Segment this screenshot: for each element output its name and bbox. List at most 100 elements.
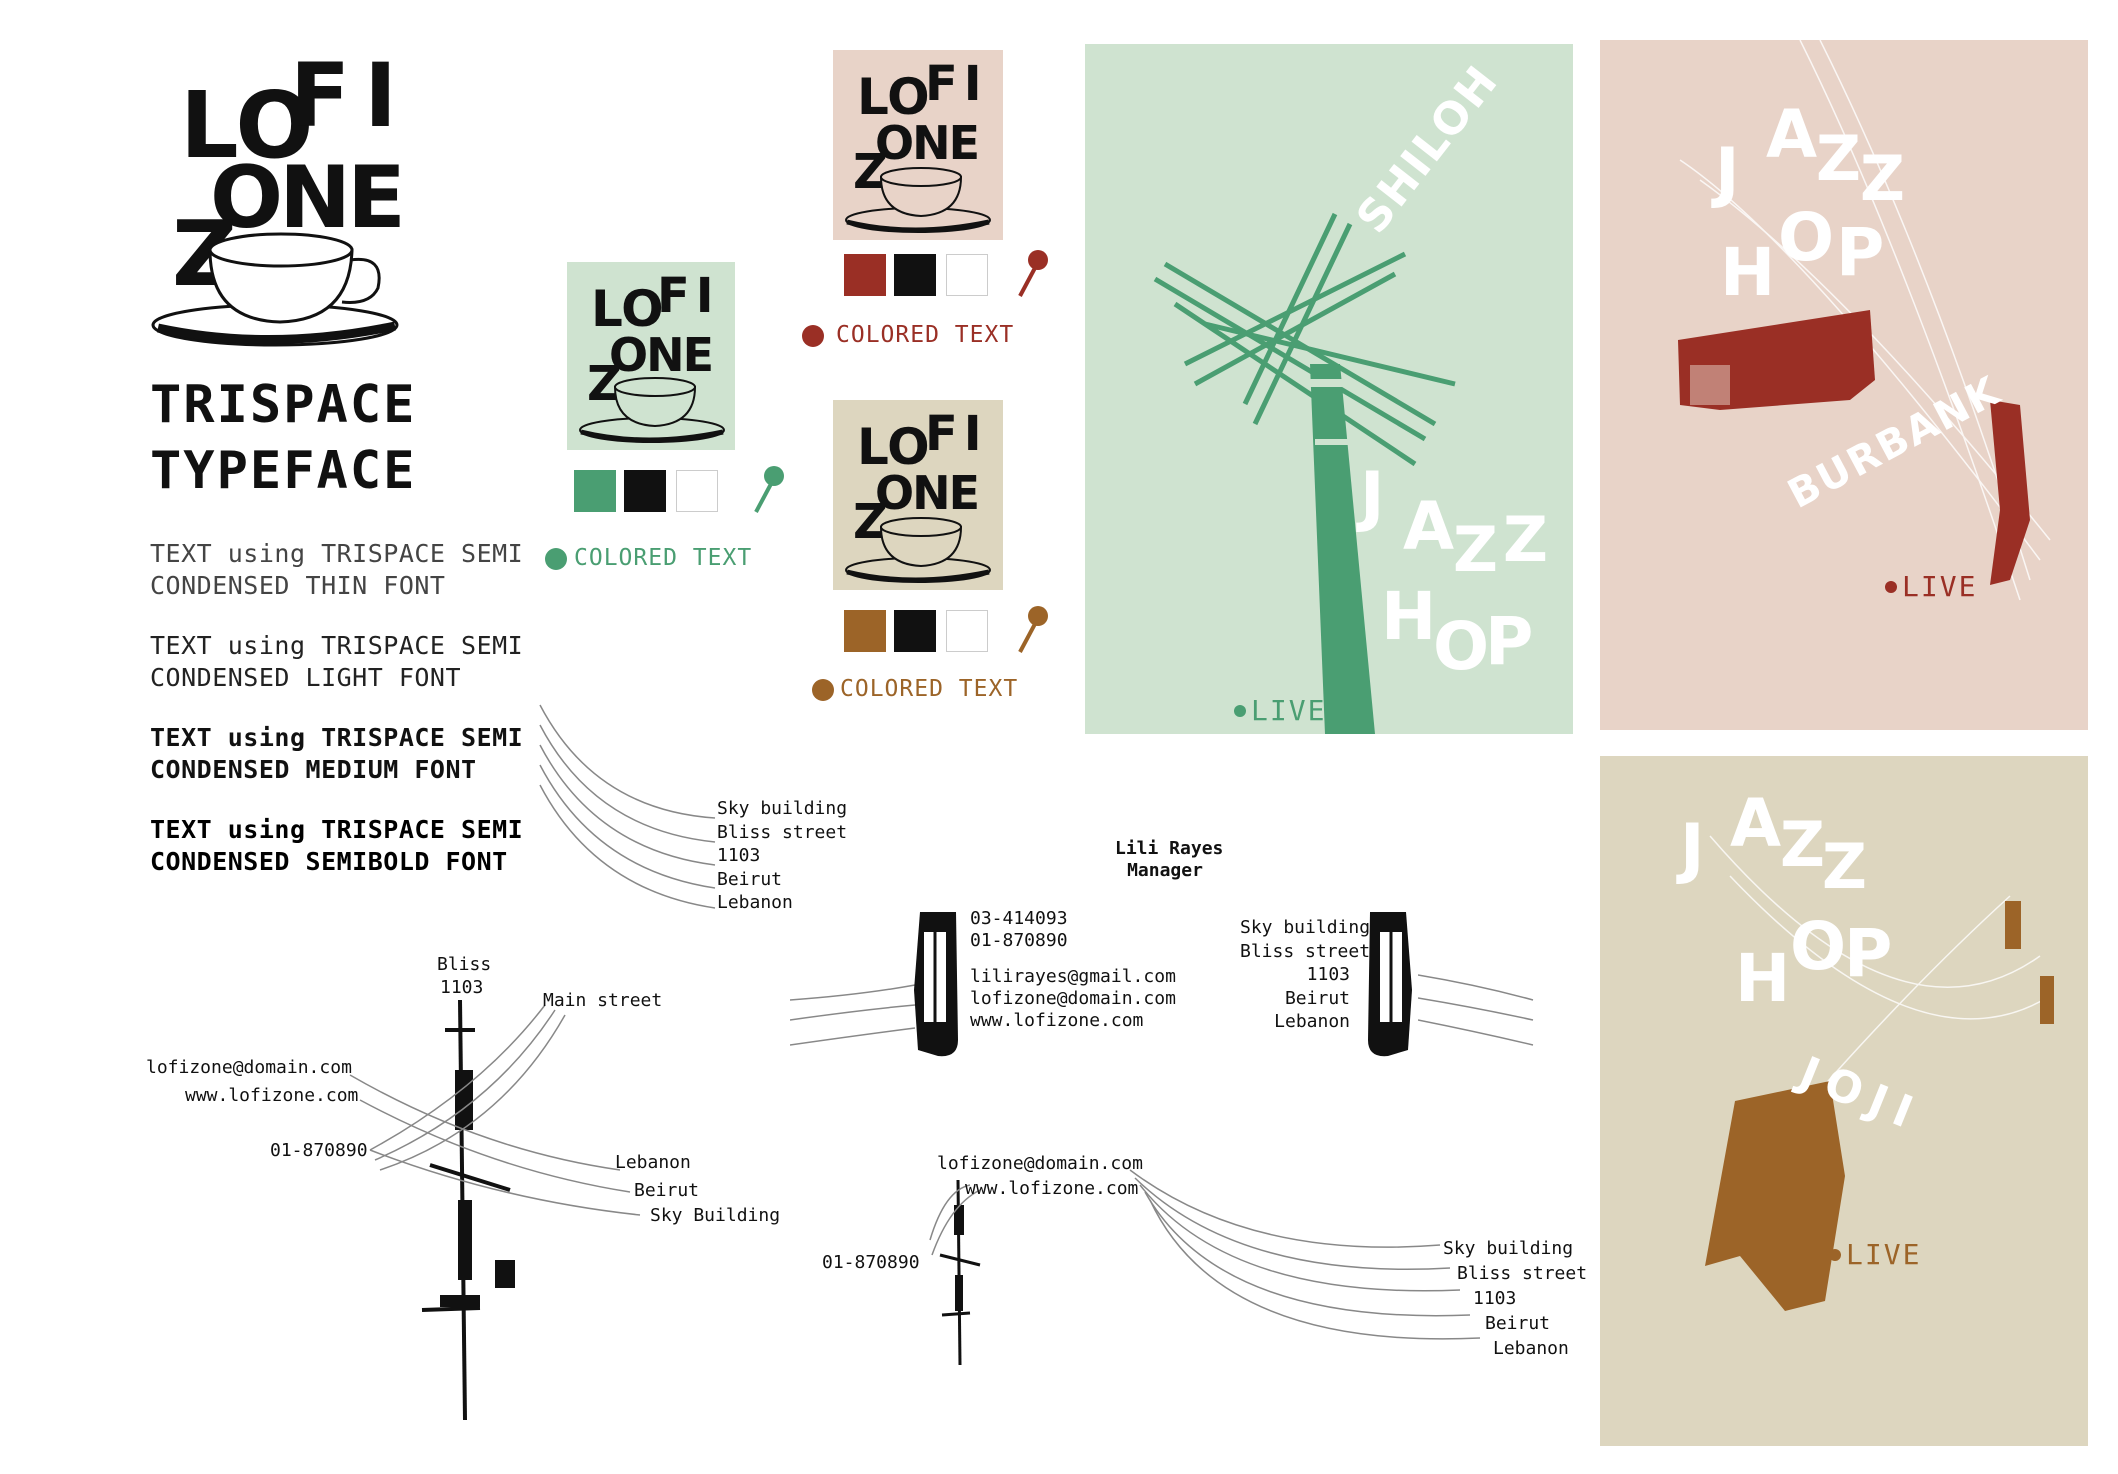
specimen-line: CONDENSED SEMIBOLD FONT	[150, 847, 508, 876]
colored-text-red: COLORED TEXT	[836, 322, 1015, 348]
poster-letter: Z	[1780, 808, 1825, 881]
dot-icon	[1885, 581, 1897, 593]
power-pole-icon	[1153, 212, 1456, 734]
logo-text-fi: FI	[925, 56, 988, 112]
poster-letter: A	[1730, 785, 1782, 862]
card-role: Manager	[1127, 860, 1203, 881]
swatch-black	[624, 470, 666, 512]
coffee-cup-icon	[845, 517, 991, 583]
apple-icon	[812, 679, 834, 701]
typeface-title: TRISPACE TYPEFACE	[150, 372, 416, 504]
logo-tile-beige: LO FI ONE Z	[833, 400, 1003, 590]
pole-sky-building: Sky Building	[650, 1205, 781, 1226]
card-contacts: 03-414093 01-870890 lilirayes@gmail.com …	[970, 908, 1176, 1032]
pole-bottom-address: Sky building Bliss street 1103 Beirut Le…	[1443, 1236, 1587, 1361]
logo-text-fi: FI	[925, 406, 988, 462]
pole-bottom-website: www.lofizone.com	[965, 1178, 1139, 1199]
power-pole-icon	[939, 1179, 981, 1366]
poster-letter: P	[1836, 214, 1885, 291]
swatch-green	[574, 470, 616, 512]
wires-decoration	[929, 1169, 1481, 1340]
specimen-line: CONDENSED LIGHT FONT	[150, 663, 462, 692]
swatch-black	[894, 610, 936, 652]
poster-letter: O	[1790, 908, 1847, 985]
address-line: 1103	[1473, 1288, 1517, 1309]
pole-bottom-email: lofizone@domain.com	[937, 1153, 1143, 1174]
wires-decoration	[1678, 40, 2051, 601]
card-name-block: Lili Rayes Manager	[1115, 838, 1224, 882]
address-block: Sky building Bliss street 1103 Beirut Le…	[717, 797, 847, 915]
power-pole-icon	[421, 999, 515, 1421]
card-email: lofizone@domain.com	[970, 988, 1176, 1009]
pole-bottom-phone: 01-870890	[822, 1252, 920, 1273]
pin-icon	[1018, 250, 1048, 297]
pole-number: 1103	[440, 977, 484, 998]
specimen-line: TEXT using TRISPACE SEMI	[150, 631, 524, 660]
pole-main-street: Main street	[543, 990, 663, 1011]
logo-text-lo: LO	[857, 418, 930, 476]
card-name: Lili Rayes	[1115, 838, 1224, 859]
logo-text-lo: LO	[180, 72, 314, 179]
swatch-brown	[844, 610, 886, 652]
address-line: Bliss street	[717, 821, 848, 843]
specimen-semibold: TEXT using TRISPACE SEMI CONDENSED SEMIB…	[150, 814, 523, 878]
logo-text-one: ONE	[609, 328, 714, 382]
wires-decoration	[539, 704, 716, 909]
pole-lebanon: Lebanon	[615, 1152, 691, 1173]
colored-text-green: COLORED TEXT	[574, 545, 753, 571]
poster-live: LIVE	[1846, 1238, 1922, 1271]
specimen-line: TEXT using TRISPACE SEMI	[150, 539, 524, 568]
poster-letter: P	[1844, 915, 1893, 992]
logo-text-one: ONE	[210, 148, 406, 248]
poster-letter: Z	[1453, 513, 1498, 586]
address-line: Sky building	[1443, 1238, 1574, 1259]
dot-icon	[1829, 1249, 1841, 1261]
coffee-cup-icon	[579, 377, 725, 443]
tram-icon	[1368, 912, 1412, 1057]
poster-letter: O	[1778, 199, 1835, 276]
logo-text-lo: LO	[857, 68, 930, 126]
poster-letter: H	[1735, 940, 1791, 1017]
card-phone: 03-414093	[970, 908, 1068, 929]
poster-letter: J	[1360, 458, 1385, 535]
address-line: Lebanon	[1493, 1338, 1569, 1359]
wires-decoration	[1418, 974, 1534, 1046]
tram-icon	[914, 912, 958, 1057]
specimen-line: TEXT using TRISPACE SEMI	[150, 815, 524, 844]
logo-text-one: ONE	[875, 466, 980, 520]
address-line: Lebanon	[717, 892, 793, 913]
poster-letter: Z	[1503, 503, 1548, 576]
logo-text-one: ONE	[875, 116, 980, 170]
specimen-thin: TEXT using TRISPACE SEMI CONDENSED THIN …	[150, 538, 523, 602]
coffee-cup-icon	[151, 232, 399, 347]
address-line: Beirut	[717, 868, 783, 890]
swatch-white	[946, 610, 988, 652]
address-line: Beirut	[1284, 987, 1350, 1009]
typeface-title-line1: TRISPACE	[150, 375, 417, 435]
specimen-line: TEXT using TRISPACE SEMI	[150, 723, 524, 752]
specimen-line: CONDENSED MEDIUM FONT	[150, 755, 477, 784]
wires-decoration	[790, 984, 916, 1046]
pole-website: www.lofizone.com	[185, 1085, 359, 1106]
swatch-white	[676, 470, 718, 512]
logo-tile-green: LO FI ONE Z	[567, 262, 735, 450]
logo-text-fi: FI	[657, 268, 720, 324]
pole-email: lofizone@domain.com	[146, 1057, 352, 1078]
apple-icon	[545, 548, 567, 570]
apple-icon	[802, 325, 824, 347]
poster-letter: H	[1381, 578, 1437, 655]
poster-letter: Z	[1860, 142, 1905, 215]
address-line: 1103	[717, 845, 761, 866]
address-line: Beirut	[1485, 1313, 1551, 1334]
coffee-cup-icon	[845, 167, 991, 233]
pole-bliss: Bliss	[437, 954, 492, 975]
main-logo: LO FI ONE Z	[150, 50, 410, 350]
swatch-white	[946, 254, 988, 296]
wires-decoration	[1705, 835, 2054, 1311]
logo-text-fi: FI	[290, 44, 411, 147]
pole-phone: 01-870890	[270, 1140, 368, 1161]
address-line: Bliss street	[1240, 940, 1371, 962]
specimen-line: CONDENSED THIN FONT	[150, 571, 446, 600]
typeface-title-line2: TYPEFACE	[150, 441, 417, 501]
poster-letter: A	[1766, 96, 1818, 173]
